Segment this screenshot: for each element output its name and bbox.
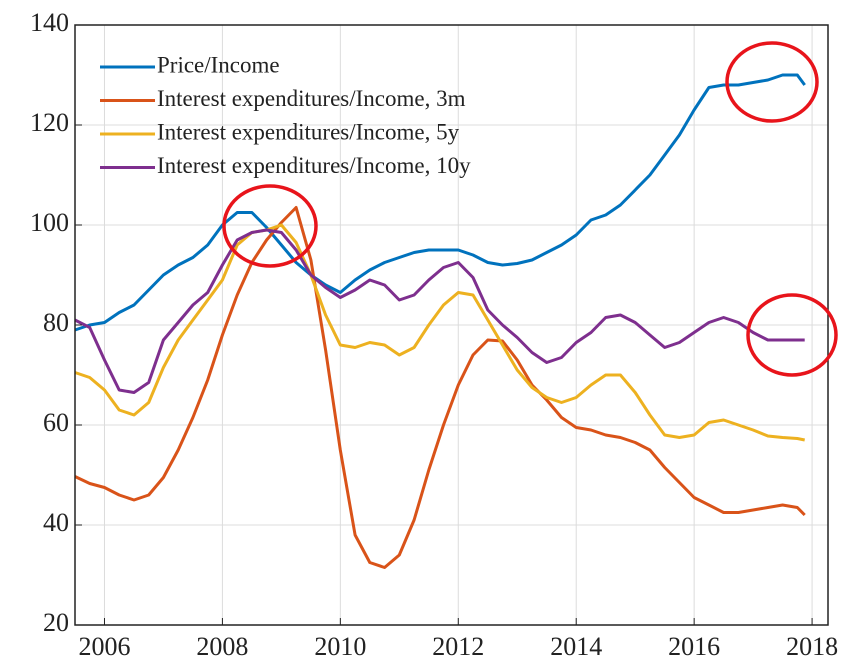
lines (74, 73, 806, 569)
x-tick-label: 2014 (550, 632, 602, 661)
y-tick-label: 140 (30, 8, 69, 37)
x-tick-label: 2018 (786, 632, 838, 661)
x-tick-label: 2016 (668, 632, 720, 661)
legend-label: Interest expenditures/Income, 3m (157, 86, 466, 111)
highlight-circle (222, 184, 318, 268)
annotations (222, 41, 838, 377)
y-tick-label: 40 (43, 508, 69, 537)
series-line (74, 73, 806, 332)
series-line (74, 228, 805, 394)
y-tick-label: 60 (43, 408, 69, 437)
x-tick-label: 2010 (314, 632, 366, 661)
series-line (74, 223, 805, 442)
highlight-circle (746, 293, 838, 377)
grid (75, 24, 828, 626)
legend-label: Interest expenditures/Income, 10y (157, 153, 471, 178)
legend: Price/Income Interest expenditures/Income… (100, 52, 471, 178)
y-tick-label: 100 (30, 208, 69, 237)
x-tick-label: 2012 (432, 632, 484, 661)
y-tick-label: 20 (43, 608, 69, 637)
y-tick-label: 120 (30, 108, 69, 137)
x-tick-label: 2006 (78, 632, 130, 661)
legend-label: Interest expenditures/Income, 5y (157, 119, 460, 144)
x-tick-label: 2008 (196, 632, 248, 661)
legend-label: Price/Income (157, 52, 280, 77)
highlight-circle (725, 41, 819, 123)
series-line (74, 206, 806, 569)
y-tick-label: 80 (43, 308, 69, 337)
